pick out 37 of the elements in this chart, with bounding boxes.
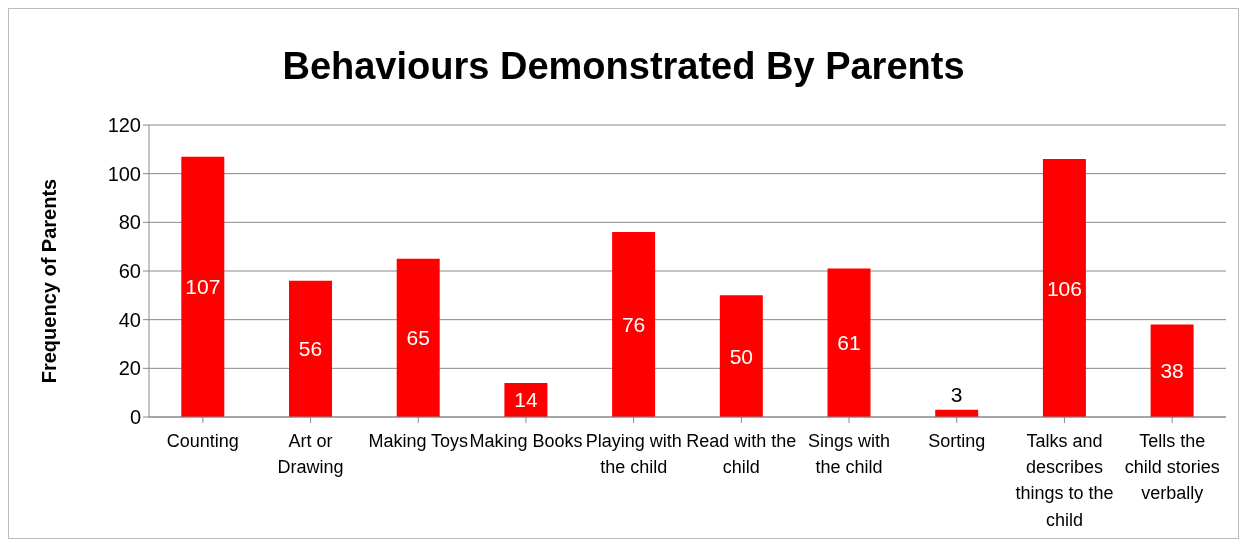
x-tick-label: Playing with the child bbox=[585, 431, 682, 478]
x-tick-label: Read with the child bbox=[686, 431, 797, 478]
y-tick-label: 20 bbox=[118, 357, 141, 380]
bar bbox=[396, 258, 440, 417]
x-tick-label: Tells the child stories verbally bbox=[1124, 431, 1220, 504]
data-label: 56 bbox=[298, 337, 323, 361]
y-tick-label: 40 bbox=[118, 308, 141, 331]
data-label: 14 bbox=[514, 388, 538, 412]
data-label: 50 bbox=[729, 344, 753, 368]
x-tick-label: Counting bbox=[166, 431, 239, 452]
bar bbox=[1150, 324, 1194, 417]
bar bbox=[181, 156, 225, 417]
bar bbox=[1042, 159, 1086, 417]
bar bbox=[827, 268, 871, 417]
data-label: 3 bbox=[950, 382, 963, 406]
chart-title: Behaviours Demonstrated By Parents bbox=[281, 45, 966, 88]
data-label: 76 bbox=[621, 313, 646, 337]
bar bbox=[719, 295, 763, 417]
data-label: 65 bbox=[406, 326, 430, 350]
y-tick-label: 60 bbox=[118, 260, 141, 283]
data-label: 106 bbox=[1046, 276, 1082, 300]
data-label: 61 bbox=[837, 331, 861, 355]
x-tick-label: Sings with the child bbox=[808, 431, 891, 478]
y-tick-label: 100 bbox=[107, 162, 141, 185]
bar bbox=[289, 280, 333, 417]
x-tick-label: Art or Drawing bbox=[277, 431, 344, 478]
x-tick-label: Making Toys bbox=[368, 431, 469, 452]
bar bbox=[612, 232, 656, 417]
y-tick-label: 0 bbox=[129, 406, 141, 429]
data-label: 38 bbox=[1160, 359, 1184, 383]
x-tick-label: Talks and describes things to the child bbox=[1015, 431, 1114, 530]
x-tick-label: Making Books bbox=[469, 431, 583, 452]
y-tick-label: 120 bbox=[107, 114, 141, 137]
data-label: 107 bbox=[185, 275, 221, 299]
y-axis-title: Frequency of Parents bbox=[37, 178, 61, 384]
x-tick-label: Sorting bbox=[928, 431, 986, 452]
y-tick-label: 80 bbox=[118, 211, 141, 234]
